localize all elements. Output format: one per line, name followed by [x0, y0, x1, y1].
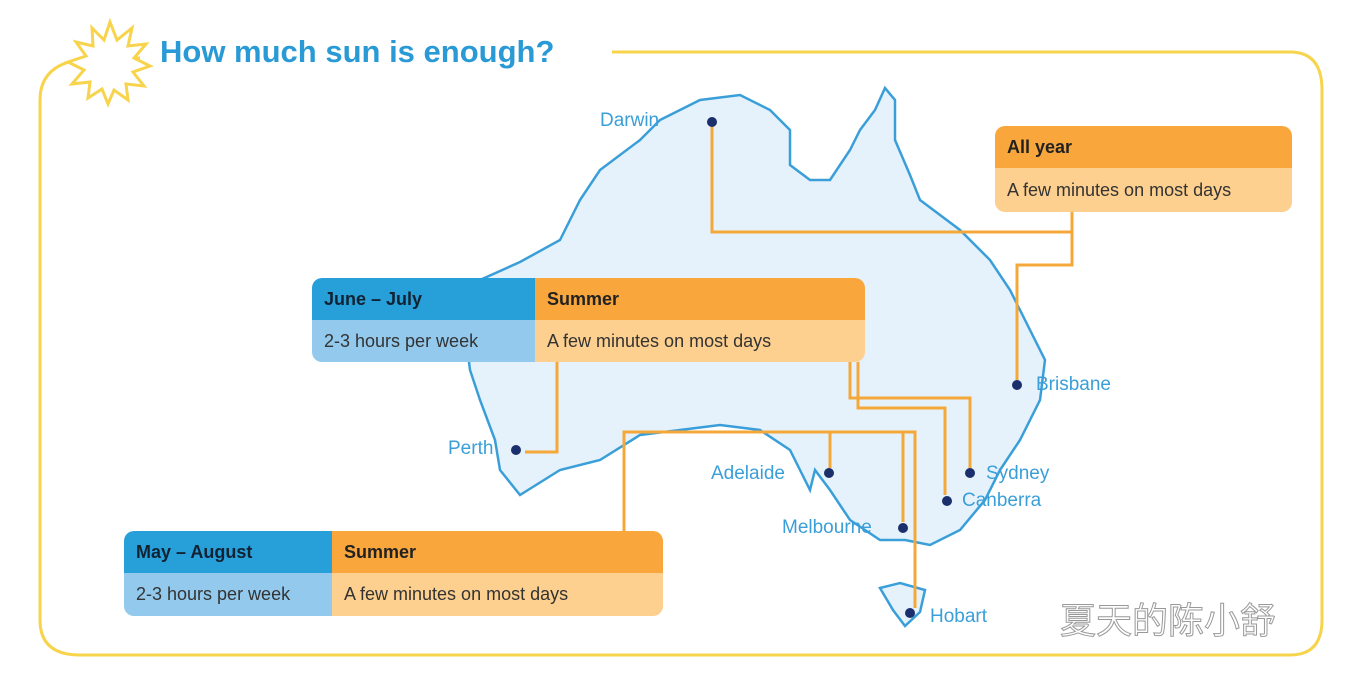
perth-box: June – July Summer 2-3 hours per week A …	[312, 278, 865, 362]
connector-lines	[525, 122, 1074, 608]
sun-icon	[64, 17, 154, 108]
frame	[38, 50, 1324, 657]
city-label-brisbane: Brisbane	[1036, 374, 1111, 395]
box-header: All year	[995, 126, 1292, 168]
tasmania-outline	[878, 581, 927, 628]
summer-text: A few minutes on most days	[332, 573, 663, 616]
city-label-perth: Perth	[448, 438, 494, 459]
winter-header: June – July	[312, 278, 535, 320]
summer-header: Summer	[332, 531, 663, 573]
box-text: A few minutes on most days	[995, 168, 1292, 212]
city-dots	[511, 117, 1022, 618]
winter-text: 2-3 hours per week	[124, 573, 332, 616]
city-label-darwin: Darwin	[600, 110, 660, 131]
winter-text: 2-3 hours per week	[312, 320, 535, 362]
summer-header: Summer	[535, 278, 865, 320]
south-box: May – August Summer 2-3 hours per week A…	[124, 531, 663, 616]
page-title: How much sun is enough?	[160, 34, 555, 69]
watermark: 夏天的陈小舒	[1059, 601, 1277, 643]
city-label-melbourne: Melbourne	[782, 517, 872, 538]
winter-header: May – August	[124, 531, 332, 573]
summer-text: A few minutes on most days	[535, 320, 865, 362]
city-label-canberra: Canberra	[962, 490, 1042, 511]
city-label-hobart: Hobart	[930, 606, 988, 627]
city-label-sydney: Sydney	[986, 463, 1050, 484]
city-label-adelaide: Adelaide	[711, 463, 785, 484]
all-year-box: All year A few minutes on most days	[995, 126, 1292, 212]
